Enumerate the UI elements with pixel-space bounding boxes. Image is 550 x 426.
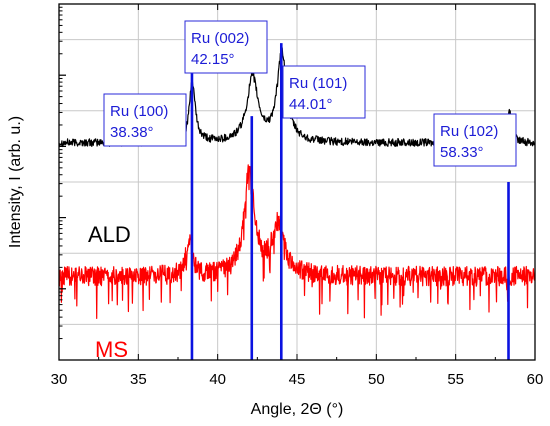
x-tick-label: 50	[368, 371, 385, 388]
x-tick-label: 40	[209, 371, 226, 388]
annotation-plane: Ru (100)	[110, 103, 168, 120]
annotation-angle: 44.01°	[289, 96, 333, 113]
annotation-angle: 38.38°	[110, 124, 154, 141]
annotation-frame	[433, 113, 517, 167]
annotations: Ru (100) 38.38° Ru (002) 42.15° Ru (101) 44.0…	[103, 20, 517, 167]
series-line-ms	[58, 164, 536, 319]
annotation-box: Ru (100) 38.38°	[103, 93, 187, 147]
annotation-frame	[103, 93, 187, 147]
x-tick-label: 60	[527, 371, 544, 388]
series-label-ald: ALD	[88, 222, 131, 247]
series-label-ms: MS	[95, 337, 128, 362]
annotation-plane: Ru (102)	[440, 123, 498, 140]
axis-ticks: 30 35 40 45 50 55 60	[51, 4, 544, 388]
x-tick-label: 30	[51, 371, 68, 388]
annotation-angle: 58.33°	[440, 144, 484, 161]
annotation-plane: Ru (002)	[191, 30, 249, 47]
y-axis-title: Intensity, I (arb. u.)	[7, 116, 24, 248]
x-tick-label: 45	[289, 371, 306, 388]
annotation-angle: 42.15°	[191, 51, 235, 68]
annotation-frame	[184, 20, 268, 74]
reference-lines	[190, 43, 510, 360]
annotation-box: Ru (102) 58.33°	[433, 113, 517, 167]
annotation-plane: Ru (101)	[289, 75, 347, 92]
annotation-box: Ru (101) 44.01°	[282, 65, 366, 119]
series-labels: ALD MS	[88, 222, 131, 362]
annotation-box: Ru (002) 42.15°	[184, 20, 268, 74]
x-tick-label: 35	[130, 371, 147, 388]
x-axis-title: Angle, 2Θ (°)	[251, 401, 344, 418]
x-tick-label: 55	[447, 371, 464, 388]
annotation-frame	[282, 65, 366, 119]
